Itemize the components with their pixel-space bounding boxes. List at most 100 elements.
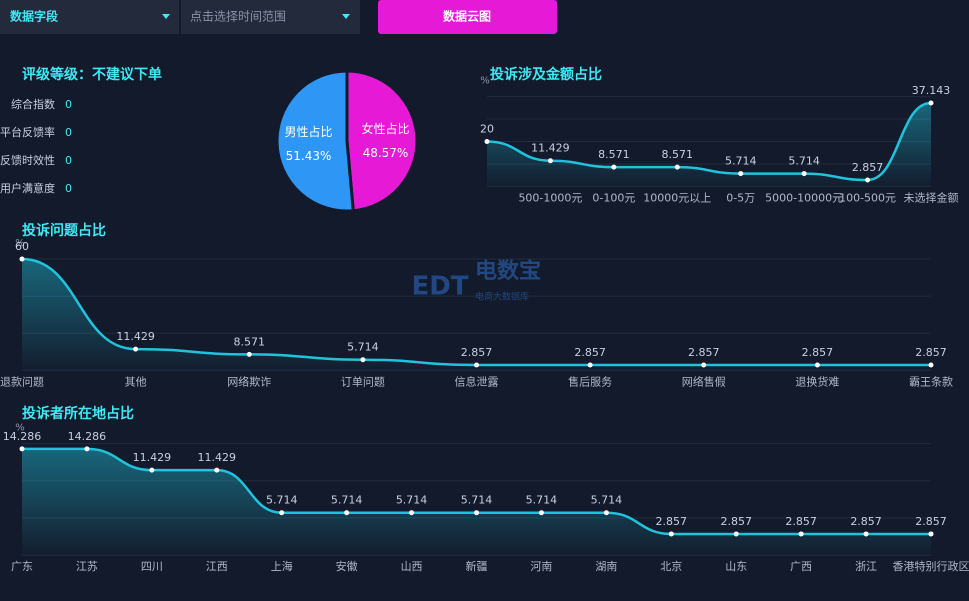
value-label: 5.714 — [396, 494, 428, 507]
x-tick-label: 新疆 — [466, 559, 488, 573]
x-tick-label: 未选择金额 — [904, 190, 959, 204]
point — [928, 362, 934, 368]
value-label: 11.429 — [198, 451, 237, 464]
point — [611, 164, 617, 170]
value-label: 2.857 — [656, 515, 688, 528]
x-tick-label: 订单问题 — [341, 375, 385, 388]
value-label: 14.286 — [3, 430, 42, 443]
field-select[interactable]: 数据字段 — [10, 9, 59, 24]
point — [246, 351, 252, 357]
cloud-button[interactable] — [378, 0, 557, 34]
area — [487, 103, 931, 187]
x-tick-label: 北京 — [660, 559, 682, 573]
value-label: 2.857 — [915, 515, 947, 528]
x-tick-label: 信息泄露 — [455, 374, 499, 388]
y-axis-unit: % — [480, 76, 490, 87]
point — [19, 446, 25, 452]
point — [603, 510, 609, 516]
watermark-logo: EDT — [411, 272, 468, 302]
x-tick-label: 100-500元 — [839, 191, 896, 204]
area — [22, 448, 931, 556]
value-label: 14.286 — [68, 430, 107, 443]
x-tick-label: 退换货难 — [795, 374, 839, 388]
value-label: 37.143 — [912, 84, 951, 97]
x-tick-label: 山西 — [401, 560, 423, 573]
x-tick-label: 霸王条款 — [909, 374, 953, 388]
value-label: 11.429 — [116, 330, 155, 343]
x-tick-label: 5000-10000元 — [765, 191, 843, 204]
x-tick-label: 浙江 — [855, 560, 877, 573]
value-label: 5.714 — [461, 494, 493, 507]
point — [701, 362, 707, 368]
x-tick-label: 500-1000元 — [518, 191, 582, 204]
chart-title: 投诉者所在地占比 — [22, 405, 134, 422]
point — [674, 164, 680, 170]
pie-slice — [345, 69, 419, 213]
x-tick-label: 香港特别行政区 — [893, 559, 969, 573]
y-axis-unit: % — [15, 423, 25, 434]
rating-label: 反馈时效性 — [0, 153, 55, 167]
rating-value: 0 — [65, 126, 72, 139]
x-tick-label: 广东 — [11, 560, 33, 573]
point — [865, 177, 871, 183]
x-tick-label: 售后服务 — [568, 374, 612, 388]
point — [863, 531, 869, 537]
x-tick-label: 上海 — [271, 559, 293, 573]
pie-value-label: 48.57% — [363, 146, 409, 160]
value-label: 60 — [15, 240, 29, 253]
x-tick-label: 山东 — [725, 560, 747, 573]
value-label: 2.857 — [461, 346, 493, 359]
point — [344, 510, 350, 516]
time-select[interactable]: 点击选择时间范围 — [190, 10, 286, 24]
value-label: 8.571 — [234, 335, 266, 348]
button-label: 数据云图 — [443, 9, 491, 24]
rating-title: 评级等级：不建议下单 — [22, 66, 162, 83]
value-label: 11.429 — [133, 451, 172, 464]
value-label: 2.857 — [802, 346, 834, 359]
value-label: 5.714 — [725, 155, 757, 168]
x-tick-label: 0-100元 — [592, 191, 635, 204]
x-tick-label: 江西 — [206, 560, 228, 573]
value-label: 8.571 — [662, 148, 694, 161]
area — [22, 259, 931, 371]
point — [738, 171, 744, 177]
dropdown-arrow — [162, 14, 170, 19]
value-label: 2.857 — [574, 346, 606, 359]
point — [133, 346, 139, 352]
pie-value-label: 51.43% — [286, 149, 332, 163]
value-label: 5.714 — [331, 494, 363, 507]
watermark-name: 电数宝 — [475, 258, 541, 284]
value-label: 2.857 — [720, 515, 752, 528]
chart-title: 投诉问题占比 — [22, 222, 106, 239]
rating-label: 用户满意度 — [0, 181, 55, 195]
point — [733, 531, 739, 537]
point — [547, 158, 553, 164]
value-label: 2.857 — [785, 515, 817, 528]
x-tick-label: 10000元以上 — [643, 191, 711, 204]
x-tick-label: 其他 — [125, 375, 147, 388]
x-tick-label: 湖南 — [595, 560, 617, 573]
rating-label: 综合指数 — [11, 97, 55, 111]
value-label: 11.429 — [531, 142, 570, 155]
value-label: 2.857 — [915, 346, 947, 359]
pie-label: 男性占比 — [285, 124, 333, 139]
point — [474, 510, 479, 516]
value-label: 5.714 — [526, 494, 558, 507]
x-tick-label: 0-5万 — [726, 191, 755, 204]
point — [814, 362, 820, 368]
point — [279, 510, 285, 516]
value-label: 2.857 — [688, 346, 720, 359]
point — [928, 531, 934, 537]
x-tick-label: 江苏 — [76, 560, 98, 573]
point — [484, 139, 490, 144]
pie-label: 女性占比 — [361, 121, 409, 136]
point — [798, 531, 804, 537]
value-label: 20 — [480, 123, 494, 136]
x-tick-label: 广西 — [790, 560, 812, 573]
value-label: 5.714 — [788, 155, 820, 168]
point — [409, 510, 415, 516]
point — [801, 171, 807, 177]
x-tick-label: 退款问题 — [0, 374, 44, 388]
